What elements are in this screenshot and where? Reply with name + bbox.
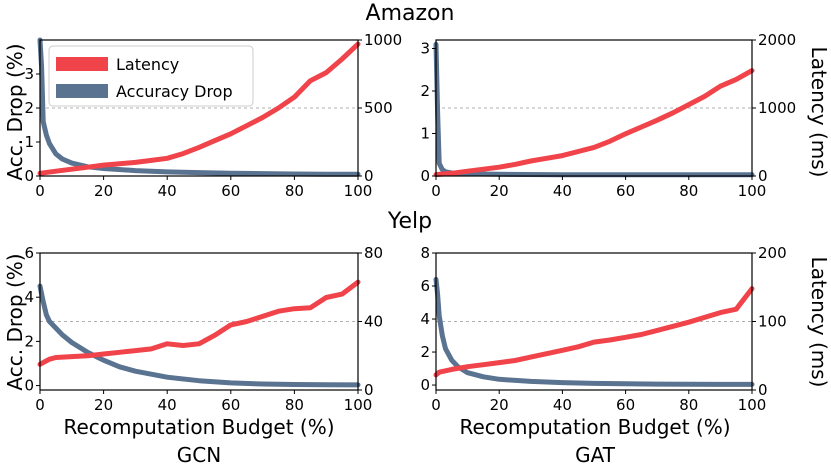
- legend: Latency Accuracy Drop: [48, 45, 254, 107]
- y-left-tick-label: 2: [420, 82, 430, 100]
- x-tick-label: 60: [616, 396, 635, 414]
- series-line-latency: [37, 279, 361, 367]
- y-right-label-top: Latency (ms): [807, 47, 831, 178]
- y-left-tick-label: 3: [24, 65, 34, 83]
- x-label-gcn: Recomputation Budget (%): [63, 415, 334, 439]
- x-tick-label: 40: [158, 182, 177, 200]
- x-tick-label: 100: [344, 396, 373, 414]
- y-right-tick-label: 500: [364, 99, 393, 117]
- y-right-tick-label: 40: [364, 313, 383, 331]
- y-left-tick-label: 2: [24, 332, 34, 350]
- y-left-label-top: Acc. Drop (%): [3, 43, 27, 180]
- x-tick-label: 100: [738, 182, 767, 200]
- y-left-tick-label: 8: [420, 244, 430, 262]
- x-tick-label: 100: [344, 182, 373, 200]
- y-right-tick-label: 100: [758, 313, 787, 331]
- y-left-tick-label: 0: [24, 167, 34, 185]
- x-tick-label: 80: [679, 396, 698, 414]
- y-right-tick-label: 1000: [758, 99, 796, 117]
- y-left-tick-label: 3: [420, 40, 430, 58]
- y-left-tick-label: 4: [24, 288, 34, 306]
- y-right-tick-label: 0: [364, 167, 374, 185]
- y-left-label-bottom: Acc. Drop (%): [3, 253, 27, 390]
- y-right-tick-label: 0: [758, 381, 768, 399]
- y-left-tick-label: 2: [420, 343, 430, 361]
- x-tick-label: 80: [285, 182, 304, 200]
- x-tick-label: 0: [35, 396, 45, 414]
- x-tick-label: 40: [553, 396, 572, 414]
- y-left-tick-label: 1: [24, 133, 34, 151]
- x-tick-label: 60: [616, 182, 635, 200]
- y-left-tick-label: 0: [24, 377, 34, 395]
- y-right-tick-label: 0: [364, 381, 374, 399]
- series-line-accuracy-drop: [37, 283, 361, 388]
- x-tick-label: 0: [431, 182, 441, 200]
- y-right-tick-label: 0: [758, 167, 768, 185]
- col-title-gat: GAT: [575, 443, 616, 467]
- x-tick-label: 20: [490, 182, 509, 200]
- y-right-tick-label: 200: [758, 244, 787, 262]
- x-tick-label: 0: [431, 396, 441, 414]
- series-line-latency: [433, 68, 755, 178]
- y-left-tick-label: 2: [24, 99, 34, 117]
- y-left-tick-label: 6: [24, 244, 34, 262]
- x-tick-label: 40: [553, 182, 572, 200]
- x-tick-label: 100: [738, 396, 767, 414]
- y-left-tick-label: 0: [420, 376, 430, 394]
- series-line-latency: [37, 41, 361, 176]
- x-tick-label: 0: [35, 182, 45, 200]
- legend-label-latency: Latency: [116, 55, 179, 74]
- y-left-tick-label: 1: [420, 125, 430, 143]
- x-tick-label: 20: [94, 396, 113, 414]
- y-right-tick-label: 1000: [364, 31, 402, 49]
- legend-label-accuracy-drop: Accuracy Drop: [116, 82, 233, 101]
- x-tick-label: 80: [679, 182, 698, 200]
- y-right-label-bottom: Latency (ms): [807, 257, 831, 388]
- y-right-tick-label: 80: [364, 244, 383, 262]
- x-tick-label: 80: [285, 396, 304, 414]
- legend-swatch-latency: [56, 57, 108, 71]
- x-tick-label: 20: [490, 396, 509, 414]
- x-tick-label: 60: [221, 182, 240, 200]
- x-tick-label: 20: [94, 182, 113, 200]
- legend-swatch-accuracy-drop: [56, 84, 108, 98]
- series-line-latency: [433, 286, 755, 378]
- series-line-accuracy-drop: [433, 276, 755, 387]
- row-title-amazon: Amazon: [366, 1, 455, 26]
- x-tick-label: 40: [158, 396, 177, 414]
- x-label-gat: Recomputation Budget (%): [459, 415, 730, 439]
- x-tick-label: 60: [221, 396, 240, 414]
- y-right-tick-label: 2000: [758, 31, 796, 49]
- y-left-tick-label: 0: [420, 167, 430, 185]
- row-title-yelp: Yelp: [387, 209, 432, 234]
- series-line-accuracy-drop: [433, 41, 755, 178]
- col-title-gcn: GCN: [177, 443, 221, 467]
- y-left-tick-label: 6: [420, 277, 430, 295]
- y-left-tick-label: 4: [420, 310, 430, 328]
